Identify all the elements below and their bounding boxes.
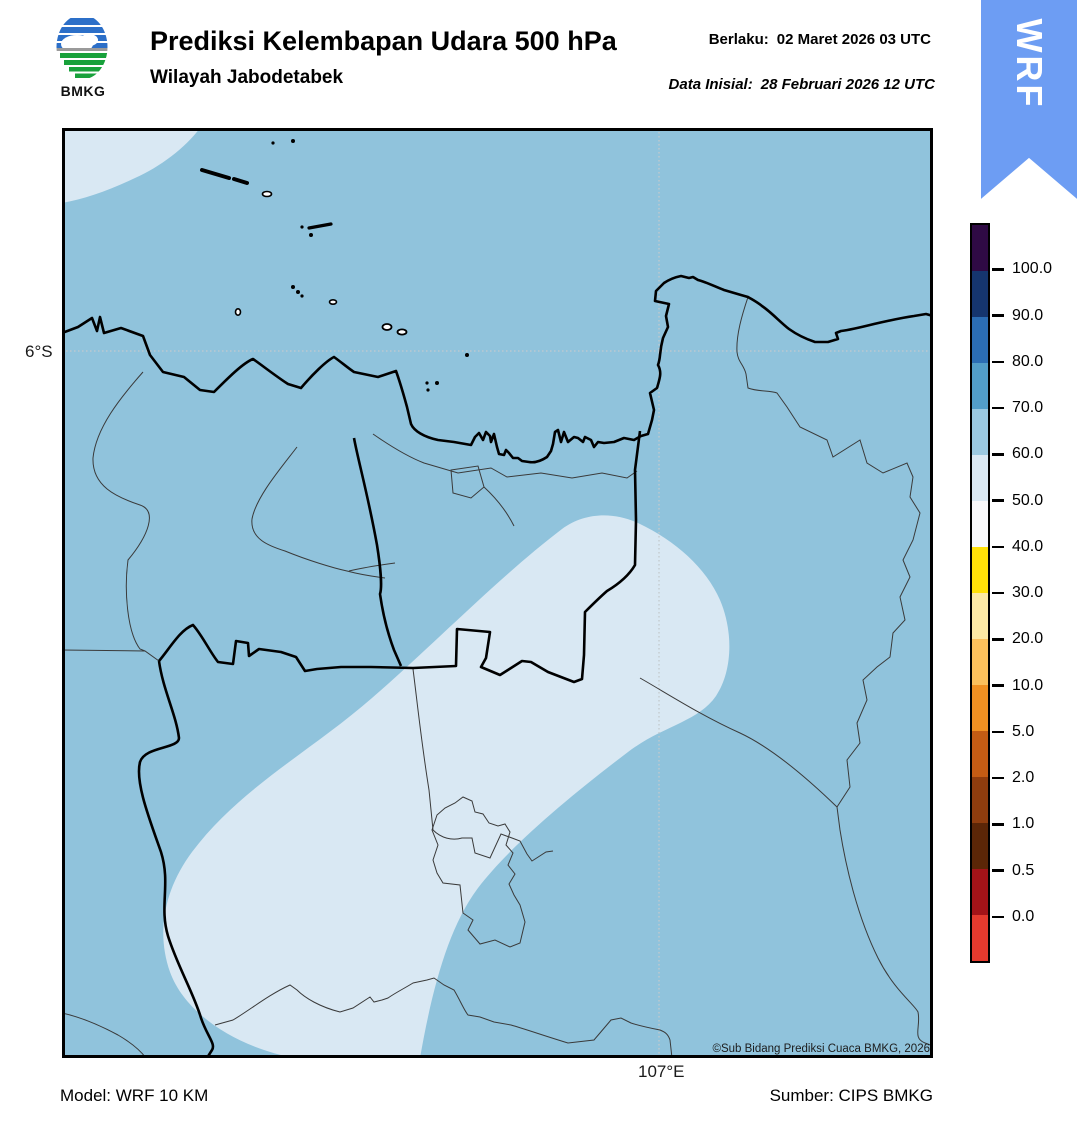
colorbar-tick-label: 1.0 xyxy=(1012,815,1035,833)
colorbar-tick xyxy=(992,545,1004,548)
colorbar-tick xyxy=(992,591,1004,595)
bmkg-logo-icon xyxy=(56,14,108,80)
humidity-50-60-band xyxy=(163,515,730,1058)
colorbar-segments xyxy=(972,225,988,961)
valid-time-label: Berlaku: xyxy=(708,31,769,48)
colorbar-tick xyxy=(992,869,1004,872)
bmkg-logo: BMKG xyxy=(56,14,112,104)
latitude-label: 6°S xyxy=(25,342,53,361)
colorbar-segment xyxy=(972,409,988,455)
source-label: Sumber: CIPS BMKG xyxy=(769,1086,933,1105)
wrf-ribbon: WRF xyxy=(981,0,1077,199)
colorbar-tick xyxy=(992,823,1004,826)
colorbar-tick xyxy=(992,360,1004,363)
colorbar-segment xyxy=(972,685,988,731)
colorbar-segment xyxy=(972,271,988,317)
colorbar-segment xyxy=(972,593,988,639)
colorbar-segment xyxy=(972,823,988,869)
colorbar-tick-label: 60.0 xyxy=(1012,445,1044,463)
colorbar-segment xyxy=(972,777,988,823)
colorbar xyxy=(970,223,990,963)
colorbar-segment xyxy=(972,363,988,409)
colorbar-tick-label: 80.0 xyxy=(1012,352,1044,370)
colorbar-tick xyxy=(992,268,1004,271)
page-subtitle: Wilayah Jabodetabek xyxy=(150,67,344,88)
colorbar-tick-label: 5.0 xyxy=(1012,722,1035,740)
wrf-ribbon-label: WRF xyxy=(1009,18,1050,110)
colorbar-segment xyxy=(972,317,988,363)
province-boundaries xyxy=(137,430,642,1058)
islands xyxy=(200,139,469,392)
colorbar-tick xyxy=(992,915,1004,918)
bmkg-logo-label: BMKG xyxy=(60,83,106,99)
colorbar-segment xyxy=(972,547,988,593)
colorbar-tick-label: 2.0 xyxy=(1012,769,1035,786)
colorbar-segment xyxy=(972,731,988,777)
colorbar-tick xyxy=(992,499,1004,502)
colorbar-tick-label: 0.5 xyxy=(1012,861,1035,879)
init-time-value: 28 Februari 2026 12 UTC xyxy=(760,76,935,93)
colorbar-tick xyxy=(992,314,1004,317)
colorbar-tick-label: 100.0 xyxy=(1012,260,1053,278)
colorbar-segment xyxy=(972,501,988,547)
colorbar-tick-label: 10.0 xyxy=(1012,676,1044,694)
colorbar-segment xyxy=(972,915,988,961)
colorbar-segment xyxy=(972,869,988,915)
colorbar-tick xyxy=(992,684,1004,687)
map-copyright: ©Sub Bidang Prediksi Cuaca BMKG, 2026 xyxy=(712,1043,930,1055)
colorbar-segment xyxy=(972,455,988,501)
colorbar-tick-label: 20.0 xyxy=(1012,630,1044,648)
colorbar-tick xyxy=(992,730,1004,733)
longitude-label: 107°E xyxy=(638,1062,685,1081)
valid-time: Berlaku: 02 Maret 2026 03 UTC xyxy=(709,31,931,48)
colorbar-tick-label: 70.0 xyxy=(1012,399,1044,416)
colorbar-tick-label: 50.0 xyxy=(1012,491,1044,509)
district-boundaries xyxy=(62,296,933,1058)
colorbar-tick-label: 30.0 xyxy=(1012,584,1044,601)
colorbar-tick xyxy=(992,638,1004,641)
colorbar-tick-label: 90.0 xyxy=(1012,306,1044,324)
map-border xyxy=(62,128,933,1058)
valid-time-value: 02 Maret 2026 03 UTC xyxy=(776,31,931,48)
humidity-50-60-corner-patch xyxy=(62,128,200,203)
coastline xyxy=(62,274,933,464)
colorbar-tick xyxy=(992,406,1004,410)
colorbar-segment xyxy=(972,225,988,271)
colorbar-tick xyxy=(992,776,1004,780)
colorbar-tick-label: 0.0 xyxy=(1012,907,1035,925)
colorbar-tick-label: 40.0 xyxy=(1012,537,1044,555)
init-time: Data Inisial: 28 Februari 2026 12 UTC xyxy=(669,76,935,93)
forecast-map: ©Sub Bidang Prediksi Cuaca BMKG, 2026 xyxy=(62,128,933,1058)
init-time-label: Data Inisial: xyxy=(668,76,753,93)
model-label: Model: WRF 10 KM xyxy=(60,1086,209,1105)
page-title: Prediksi Kelembapan Udara 500 hPa xyxy=(150,26,617,56)
colorbar-segment xyxy=(972,639,988,685)
colorbar-tick xyxy=(992,453,1004,456)
